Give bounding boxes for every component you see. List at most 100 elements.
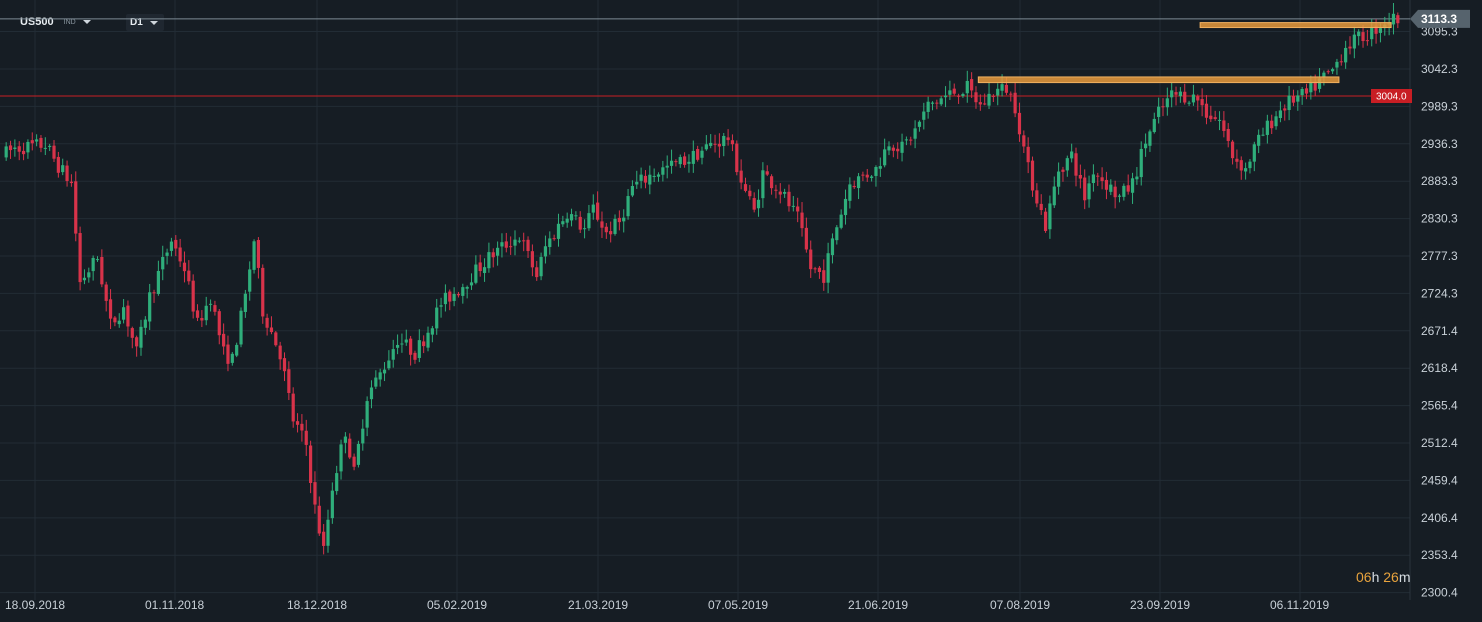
candle-body bbox=[713, 143, 717, 145]
candle-body bbox=[300, 423, 304, 431]
candle-body bbox=[683, 156, 687, 165]
candle-body bbox=[643, 175, 648, 183]
candle-body bbox=[1283, 108, 1287, 111]
candle-body bbox=[469, 282, 474, 286]
timeframe-selector[interactable]: D1 bbox=[126, 14, 164, 31]
candle-body bbox=[1365, 40, 1369, 42]
candle-body bbox=[813, 268, 817, 270]
candle-body bbox=[956, 95, 961, 97]
candle-body bbox=[1213, 117, 1217, 120]
candle-body bbox=[826, 253, 830, 283]
candle-body bbox=[674, 161, 678, 163]
x-axis: 18.09.2018 01.11.2018 18.12.2018 05.02.2019… bbox=[5, 598, 1329, 612]
candle-body bbox=[82, 277, 87, 281]
candle-body bbox=[482, 267, 487, 274]
candle-body bbox=[1178, 91, 1182, 97]
candle-body bbox=[478, 262, 482, 272]
candle-body bbox=[804, 227, 808, 250]
candle-body bbox=[1257, 134, 1261, 146]
candle-body bbox=[56, 156, 60, 173]
candle-body bbox=[1078, 174, 1082, 179]
candle-body bbox=[630, 186, 635, 196]
candle-body bbox=[970, 79, 974, 91]
candle-body bbox=[452, 294, 456, 301]
candle-body bbox=[661, 167, 665, 175]
candle-body bbox=[652, 175, 656, 177]
candle-body bbox=[517, 240, 521, 242]
candle-body bbox=[878, 166, 882, 169]
timer-minutes-unit: m bbox=[1398, 569, 1411, 585]
candle-body bbox=[769, 176, 774, 189]
candle-body bbox=[574, 215, 578, 217]
candle-body bbox=[1330, 69, 1335, 72]
candle-body bbox=[569, 214, 574, 221]
candle-body bbox=[609, 231, 613, 235]
candle-body bbox=[1174, 92, 1178, 95]
candle-body bbox=[26, 141, 30, 153]
candle-body bbox=[735, 143, 739, 173]
bar-countdown-timer: 06h 26m bbox=[1356, 569, 1411, 585]
candle-body bbox=[739, 170, 743, 183]
candle-body bbox=[213, 305, 217, 312]
candle-body bbox=[30, 140, 34, 144]
candle-body bbox=[1296, 95, 1300, 102]
candle-body bbox=[261, 267, 265, 317]
candle-body bbox=[700, 150, 704, 158]
candle-body bbox=[161, 256, 165, 270]
y-tick-label: 2618.4 bbox=[1421, 361, 1458, 375]
candle-body bbox=[743, 184, 748, 191]
candle-body bbox=[565, 218, 569, 223]
candle-body bbox=[143, 319, 147, 328]
candle-body bbox=[687, 161, 691, 164]
candle-body bbox=[100, 256, 104, 285]
candle-body bbox=[409, 338, 413, 355]
candle-body bbox=[48, 145, 52, 147]
candle-body bbox=[1196, 96, 1200, 101]
candle-body bbox=[935, 102, 939, 104]
candle-body bbox=[791, 205, 795, 207]
candle-body bbox=[622, 217, 626, 222]
candle-body bbox=[917, 121, 922, 127]
candle-body bbox=[856, 176, 861, 189]
candle-body bbox=[1291, 95, 1296, 103]
candle-body bbox=[1157, 106, 1161, 117]
candle-body bbox=[835, 227, 839, 241]
candle-body bbox=[748, 190, 752, 197]
x-tick-label: 06.11.2019 bbox=[1270, 598, 1329, 612]
candle-body bbox=[852, 185, 856, 188]
candle-body bbox=[126, 305, 130, 327]
candle-body bbox=[669, 160, 674, 166]
candle-body bbox=[295, 421, 300, 425]
y-tick-label: 2936.3 bbox=[1421, 137, 1458, 151]
candle-body bbox=[1052, 186, 1056, 206]
candle-body bbox=[922, 111, 926, 120]
y-tick-label: 2512.4 bbox=[1421, 436, 1458, 450]
x-tick-label: 18.09.2018 bbox=[5, 598, 65, 612]
candle-body bbox=[165, 252, 169, 256]
timer-hours: 06 bbox=[1356, 569, 1372, 585]
candle-body bbox=[252, 241, 256, 270]
candle-body bbox=[678, 157, 682, 165]
candle-body bbox=[304, 430, 308, 445]
candle-body bbox=[543, 246, 548, 257]
candle-body bbox=[43, 147, 47, 149]
candle-body bbox=[1226, 128, 1230, 141]
candle-body bbox=[1122, 185, 1126, 197]
candle-body bbox=[317, 505, 321, 534]
candle-body bbox=[4, 146, 8, 158]
candle-body bbox=[1165, 98, 1169, 108]
chart-levels bbox=[0, 18, 1410, 97]
candle-body bbox=[474, 264, 478, 283]
candle-body bbox=[87, 272, 91, 278]
candle-body bbox=[635, 181, 639, 185]
candle-body bbox=[1326, 71, 1330, 73]
candle-body bbox=[596, 202, 600, 220]
candle-body bbox=[1117, 195, 1122, 197]
candle-body bbox=[1026, 146, 1030, 163]
candle-body bbox=[1043, 211, 1048, 231]
candle-body bbox=[1048, 203, 1052, 230]
candle-body bbox=[1361, 32, 1365, 42]
candle-body bbox=[1139, 148, 1143, 178]
candle-body bbox=[265, 317, 269, 328]
